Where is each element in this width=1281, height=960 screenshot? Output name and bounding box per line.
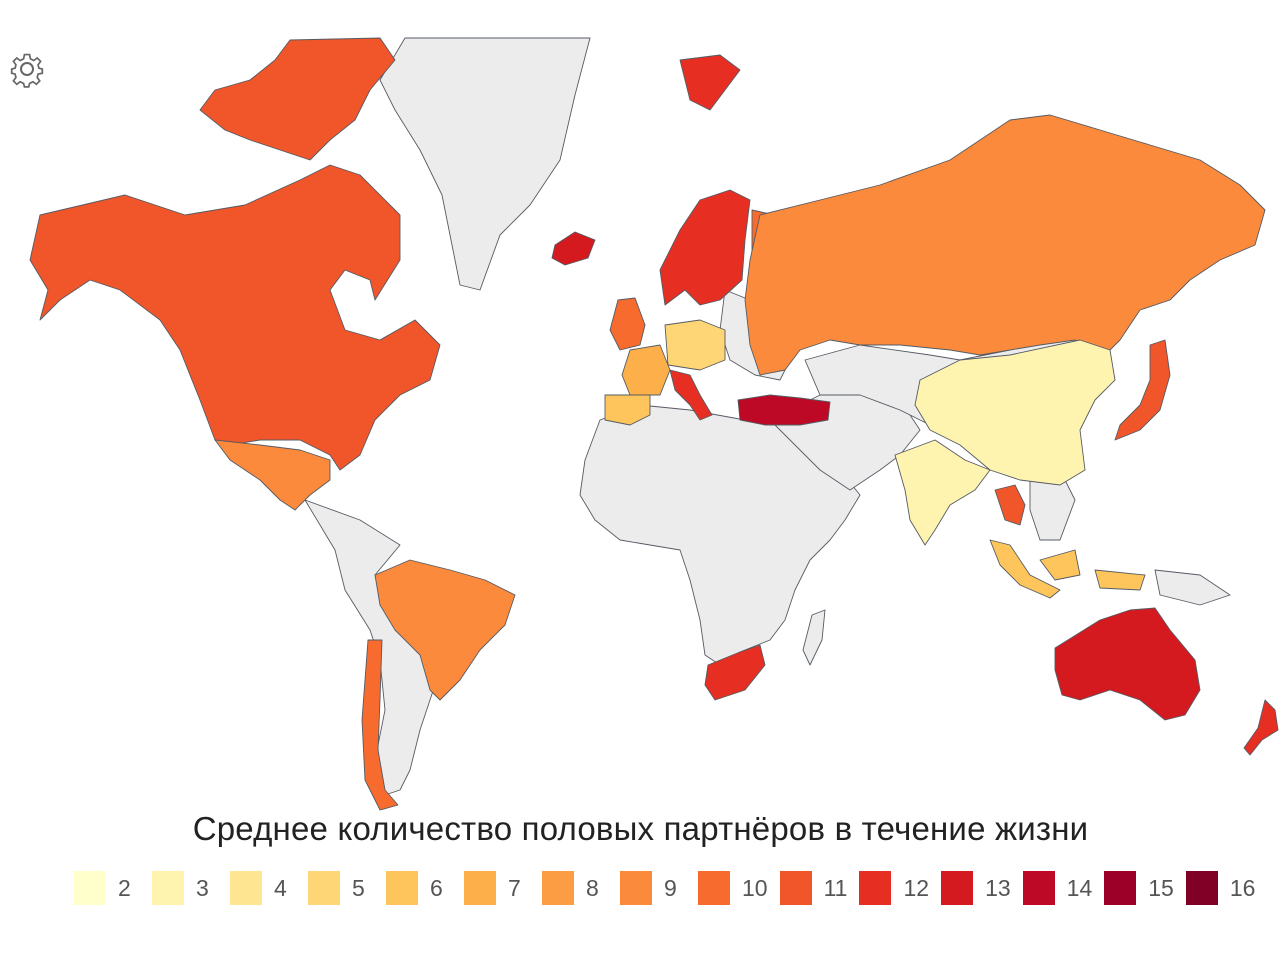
indonesia xyxy=(989,539,1146,599)
new-guinea xyxy=(1154,569,1231,606)
legend-swatch xyxy=(620,871,652,905)
new-zealand xyxy=(1243,699,1279,756)
legend-swatch xyxy=(941,871,974,905)
spain xyxy=(604,394,651,426)
china xyxy=(914,339,1116,486)
legend-label: 13 xyxy=(985,874,1011,901)
legend-label: 7 xyxy=(508,874,521,901)
iceland xyxy=(551,231,596,266)
legend-item: 6 xyxy=(386,871,452,905)
south-africa xyxy=(704,644,766,701)
legend-item: 9 xyxy=(620,871,686,905)
brazil xyxy=(374,559,516,701)
legend-item: 4 xyxy=(230,871,296,905)
legend-swatch xyxy=(152,871,184,905)
thailand xyxy=(994,484,1026,526)
legend-swatch xyxy=(542,871,574,905)
legend-item: 10 xyxy=(698,871,768,905)
legend-label: 15 xyxy=(1148,874,1174,901)
legend-swatch xyxy=(74,871,106,905)
arctic-islands xyxy=(199,37,396,161)
legend-item: 5 xyxy=(308,871,374,905)
central-europe xyxy=(664,319,726,371)
legend-label: 8 xyxy=(586,874,599,901)
svalbard xyxy=(679,54,741,111)
legend-label: 12 xyxy=(903,874,930,901)
legend-label: 14 xyxy=(1066,874,1093,901)
settings-button[interactable] xyxy=(6,48,48,90)
scandinavia xyxy=(659,189,751,306)
mexico xyxy=(214,439,331,511)
legend-swatch xyxy=(230,871,262,905)
legend-item: 12 xyxy=(859,871,929,905)
legend-label: 10 xyxy=(742,874,768,901)
legend-label: 3 xyxy=(196,874,209,901)
france xyxy=(621,344,671,396)
map-caption: Среднее количество половых партнёров в т… xyxy=(192,810,1089,847)
color-legend: 2 3 4 5 6 7 8 9 10 11 12 13 14 15 16 xyxy=(74,868,1267,908)
legend-label: 9 xyxy=(664,874,677,901)
legend-label: 2 xyxy=(118,874,131,901)
legend-label: 4 xyxy=(274,874,287,901)
legend-item: 14 xyxy=(1022,871,1093,905)
legend-item: 13 xyxy=(941,871,1011,905)
legend-label: 6 xyxy=(430,874,443,901)
legend-item: 2 xyxy=(74,871,140,905)
legend-swatch xyxy=(1185,871,1218,905)
legend-swatch xyxy=(308,871,340,905)
legend-label: 11 xyxy=(823,874,848,901)
legend-item: 3 xyxy=(152,871,218,905)
north-america-country xyxy=(29,164,441,471)
legend-swatch xyxy=(859,871,892,905)
legend-label: 5 xyxy=(352,874,365,901)
legend-swatch xyxy=(464,871,496,905)
legend-item: 16 xyxy=(1185,871,1256,905)
legend-swatch xyxy=(386,871,418,905)
legend-swatch xyxy=(698,871,730,905)
australia xyxy=(1054,607,1201,721)
gear-icon xyxy=(10,53,44,88)
turkey xyxy=(737,394,831,426)
legend-item: 11 xyxy=(779,871,848,905)
madagascar xyxy=(802,609,826,666)
legend-item: 8 xyxy=(542,871,608,905)
india xyxy=(894,439,991,546)
legend-swatch xyxy=(779,871,812,905)
russia xyxy=(744,114,1266,376)
legend-swatch xyxy=(1104,871,1137,905)
greenland xyxy=(379,37,591,291)
chile xyxy=(361,639,399,811)
legend-swatch xyxy=(1022,871,1055,905)
united-kingdom xyxy=(609,297,646,351)
legend-item: 7 xyxy=(464,871,530,905)
japan xyxy=(1114,339,1171,441)
legend-label: 16 xyxy=(1229,874,1256,901)
legend-item: 15 xyxy=(1104,871,1174,905)
italy xyxy=(669,369,713,421)
